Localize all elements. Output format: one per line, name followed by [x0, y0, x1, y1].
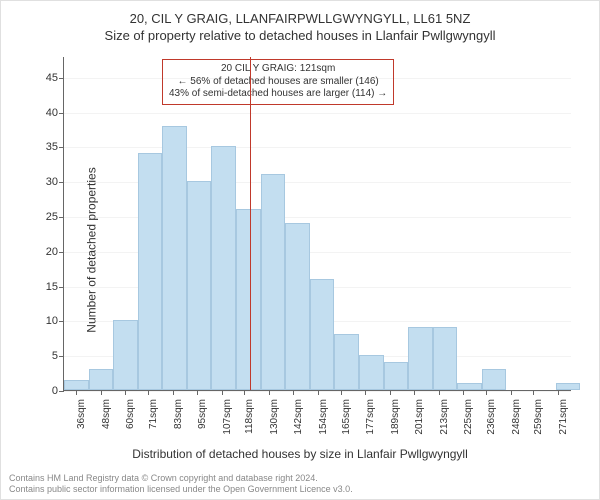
xtick-mark — [148, 390, 149, 395]
xtick-mark — [365, 390, 366, 395]
xtick-label: 271sqm — [554, 399, 569, 435]
xtick-mark — [125, 390, 126, 395]
ytick-label: 10 — [46, 315, 64, 327]
histogram-bar — [89, 369, 114, 390]
annotation-box: 20 CIL Y GRAIG: 121sqm ← 56% of detached… — [162, 59, 394, 105]
histogram-bar — [310, 279, 335, 390]
xtick-label: 130sqm — [265, 399, 280, 435]
ytick-label: 5 — [52, 350, 64, 362]
xtick-label: 177sqm — [361, 399, 376, 435]
histogram-bar — [261, 174, 286, 390]
xtick-mark — [533, 390, 534, 395]
xtick-mark — [341, 390, 342, 395]
xtick-label: 71sqm — [144, 399, 159, 429]
histogram-bar — [556, 383, 581, 390]
chart-container: 20, CIL Y GRAIG, LLANFAIRPWLLGWYNGYLL, L… — [0, 0, 600, 500]
marker-line — [250, 57, 251, 390]
gridline — [64, 147, 571, 148]
xtick-mark — [244, 390, 245, 395]
xtick-mark — [390, 390, 391, 395]
gridline — [64, 113, 571, 114]
histogram-bar — [113, 320, 138, 390]
xtick-mark — [486, 390, 487, 395]
xtick-label: 165sqm — [337, 399, 352, 435]
plot-area: 20 CIL Y GRAIG: 121sqm ← 56% of detached… — [63, 57, 571, 391]
xtick-label: 189sqm — [386, 399, 401, 435]
xtick-label: 60sqm — [121, 399, 136, 429]
ytick-label: 20 — [46, 246, 64, 258]
histogram-bar — [285, 223, 310, 390]
x-axis-label: Distribution of detached houses by size … — [1, 447, 599, 461]
xtick-mark — [173, 390, 174, 395]
xtick-label: 201sqm — [410, 399, 425, 435]
histogram-bar — [211, 146, 236, 390]
xtick-label: 225sqm — [459, 399, 474, 435]
histogram-bar — [408, 327, 433, 390]
xtick-mark — [76, 390, 77, 395]
xtick-mark — [511, 390, 512, 395]
xtick-mark — [558, 390, 559, 395]
ytick-label: 25 — [46, 211, 64, 223]
gridline — [64, 78, 571, 79]
xtick-label: 154sqm — [314, 399, 329, 435]
histogram-bar — [334, 334, 359, 390]
xtick-mark — [318, 390, 319, 395]
xtick-label: 36sqm — [72, 399, 87, 429]
annotation-line1: 20 CIL Y GRAIG: 121sqm — [169, 63, 387, 76]
xtick-label: 236sqm — [482, 399, 497, 435]
footer-line2: Contains public sector information licen… — [9, 484, 353, 495]
xtick-label: 83sqm — [169, 399, 184, 429]
xtick-mark — [463, 390, 464, 395]
xtick-label: 118sqm — [240, 399, 255, 434]
xtick-mark — [101, 390, 102, 395]
xtick-mark — [222, 390, 223, 395]
histogram-bar — [482, 369, 507, 390]
xtick-label: 107sqm — [218, 399, 233, 435]
xtick-label: 95sqm — [193, 399, 208, 429]
histogram-bar — [138, 153, 163, 390]
ytick-label: 15 — [46, 281, 64, 293]
xtick-mark — [269, 390, 270, 395]
histogram-bar — [64, 380, 89, 390]
xtick-label: 142sqm — [289, 399, 304, 435]
ytick-label: 45 — [46, 72, 64, 84]
annotation-line3: 43% of semi-detached houses are larger (… — [169, 88, 387, 101]
chart-subtitle: Size of property relative to detached ho… — [1, 26, 599, 43]
histogram-bar — [187, 181, 212, 390]
ytick-label: 35 — [46, 141, 64, 153]
xtick-mark — [197, 390, 198, 395]
xtick-label: 48sqm — [97, 399, 112, 429]
footer: Contains HM Land Registry data © Crown c… — [9, 473, 353, 495]
xtick-mark — [439, 390, 440, 395]
histogram-bar — [457, 383, 482, 390]
ytick-label: 30 — [46, 176, 64, 188]
histogram-bar — [359, 355, 384, 390]
footer-line1: Contains HM Land Registry data © Crown c… — [9, 473, 353, 484]
xtick-mark — [414, 390, 415, 395]
histogram-bar — [162, 126, 187, 390]
xtick-label: 259sqm — [529, 399, 544, 435]
histogram-bar — [384, 362, 409, 390]
ytick-label: 0 — [52, 385, 64, 397]
histogram-bar — [433, 327, 458, 390]
chart-title: 20, CIL Y GRAIG, LLANFAIRPWLLGWYNGYLL, L… — [1, 1, 599, 26]
xtick-mark — [293, 390, 294, 395]
xtick-label: 248sqm — [507, 399, 522, 435]
ytick-label: 40 — [46, 107, 64, 119]
xtick-label: 213sqm — [435, 399, 450, 435]
histogram-bar — [236, 209, 261, 390]
